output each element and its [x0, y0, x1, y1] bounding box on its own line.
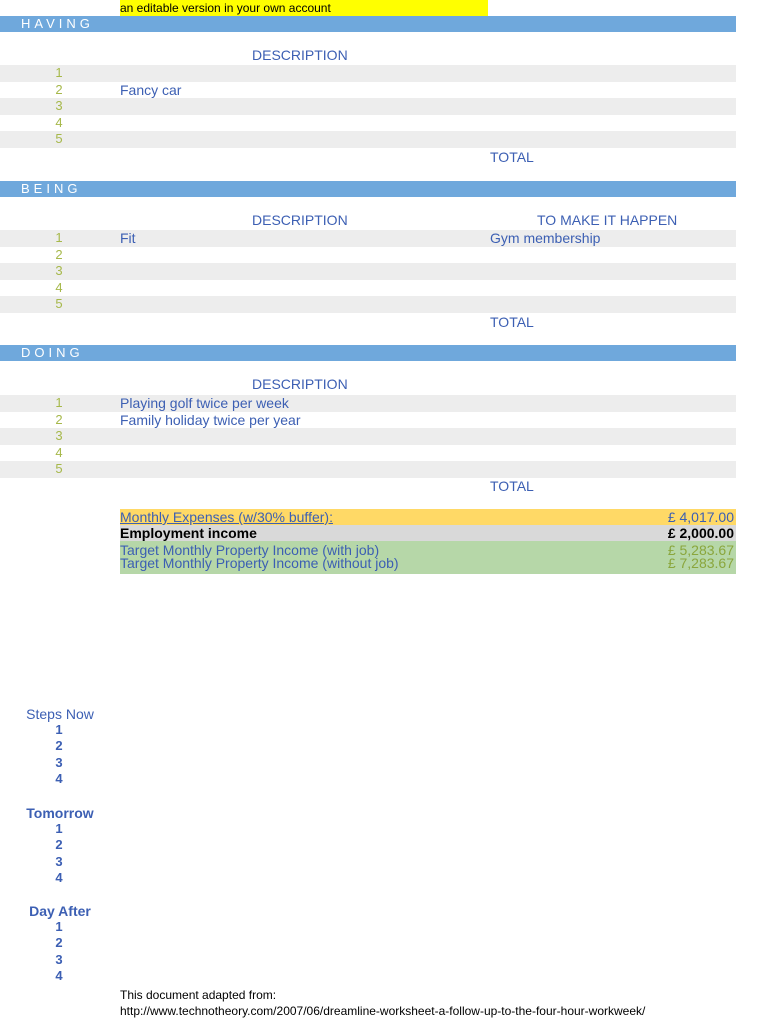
doing-row-number: 3	[55, 428, 63, 443]
section-bar-being: BEING	[0, 181, 736, 197]
being-row-number: 2	[55, 246, 63, 262]
target-without-job-label: Target Monthly Property Income (without …	[120, 555, 399, 571]
monthly-expenses-row: Monthly Expenses (w/30% buffer): £ 4,017…	[120, 509, 736, 525]
step-number: 4	[55, 869, 63, 885]
section-bar-doing: DOING	[0, 345, 736, 361]
step-number: 3	[55, 853, 63, 869]
having-row: 2 Fancy car	[0, 82, 736, 99]
doing-row-number: 5	[55, 461, 63, 476]
footer-source-url: http://www.technotheory.com/2007/06/drea…	[120, 1004, 646, 1018]
employment-income-row: Employment income £ 2,000.00	[120, 525, 736, 541]
doing-description-header: DESCRIPTION	[252, 376, 348, 392]
day-after-title: Day After	[29, 903, 91, 919]
doing-row: 5	[0, 461, 736, 478]
being-make-it-happen-header: TO MAKE IT HAPPEN	[537, 212, 678, 228]
being-row-description[interactable]: Fit	[120, 230, 136, 246]
having-row: 5	[0, 131, 736, 148]
having-row: 4	[0, 115, 736, 132]
doing-row: 4	[0, 445, 736, 462]
having-row-number: 5	[55, 131, 63, 146]
target-without-job-value: £ 7,283.67	[667, 555, 734, 571]
editable-version-note: an editable version in your own account	[120, 0, 488, 16]
having-row-number: 2	[55, 81, 63, 97]
monthly-expenses-value: £ 4,017.00	[667, 509, 734, 525]
being-row-number: 1	[55, 230, 63, 245]
doing-row-number: 4	[55, 444, 63, 460]
having-row: 1	[0, 65, 736, 82]
step-number: 3	[55, 951, 63, 967]
employment-income-label: Employment income	[120, 525, 257, 541]
step-number: 4	[55, 770, 63, 786]
having-row-number: 4	[55, 114, 63, 130]
section-bar-having: HAVING	[0, 16, 736, 32]
section-title-doing: DOING	[21, 345, 84, 360]
having-row-number: 3	[55, 98, 63, 113]
being-row: 4	[0, 280, 736, 297]
being-row-number: 4	[55, 279, 63, 295]
being-row: 5	[0, 296, 736, 313]
tomorrow-title: Tomorrow	[26, 805, 94, 821]
doing-row-description[interactable]: Family holiday twice per year	[120, 411, 301, 428]
being-row: 3	[0, 263, 736, 280]
being-row-number: 3	[55, 263, 63, 278]
section-title-having: HAVING	[21, 16, 94, 31]
steps-now-title: Steps Now	[26, 706, 94, 722]
doing-row: 3	[0, 428, 736, 445]
target-with-job-value: £ 5,283.67	[667, 542, 734, 558]
having-total-label: TOTAL	[490, 149, 534, 165]
doing-row: 2 Family holiday twice per year	[0, 412, 736, 429]
having-row-number: 1	[55, 65, 63, 80]
monthly-expenses-label: Monthly Expenses (w/30% buffer):	[120, 509, 333, 525]
target-with-job-label: Target Monthly Property Income (with job…	[120, 542, 380, 558]
section-title-being: BEING	[21, 181, 82, 196]
being-row-make-it-happen[interactable]: Gym membership	[490, 230, 601, 246]
target-income-block: Target Monthly Property Income (with job…	[120, 541, 736, 574]
being-total-label: TOTAL	[490, 314, 534, 330]
footer-source-label: This document adapted from:	[120, 988, 277, 1002]
having-row-description[interactable]: Fancy car	[120, 81, 182, 98]
being-description-header: DESCRIPTION	[252, 212, 348, 228]
doing-total-label: TOTAL	[490, 478, 534, 494]
having-row: 3	[0, 98, 736, 115]
having-description-header: DESCRIPTION	[252, 47, 348, 63]
step-number: 1	[55, 821, 63, 836]
step-number: 4	[55, 967, 63, 983]
step-number: 2	[55, 738, 63, 754]
doing-row: 1 Playing golf twice per week	[0, 395, 736, 412]
being-row: 1 Fit Gym membership	[0, 230, 736, 247]
employment-income-value: £ 2,000.00	[667, 525, 734, 541]
step-number: 1	[55, 919, 63, 934]
doing-row-number: 1	[55, 395, 63, 410]
doing-row-description[interactable]: Playing golf twice per week	[120, 395, 289, 411]
doing-row-number: 2	[55, 411, 63, 427]
being-row: 2	[0, 247, 736, 264]
step-number: 2	[55, 837, 63, 853]
step-number: 2	[55, 935, 63, 951]
step-number: 1	[55, 722, 63, 737]
step-number: 3	[55, 754, 63, 770]
being-row-number: 5	[55, 296, 63, 311]
